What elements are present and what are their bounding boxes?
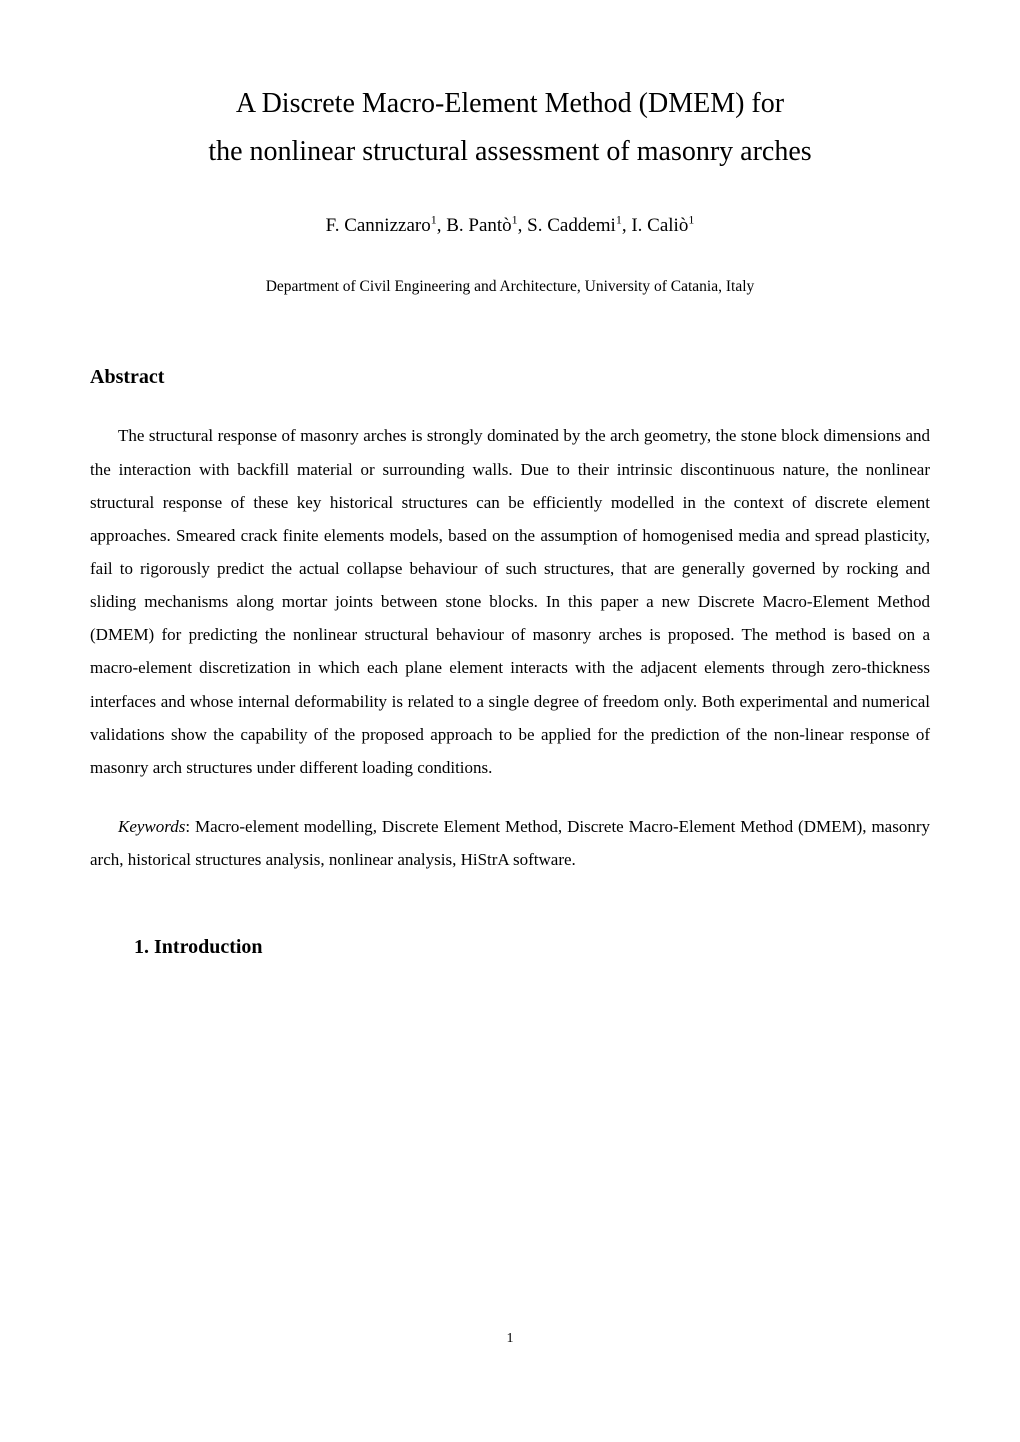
author-1: F. Cannizzaro — [326, 215, 431, 236]
section-number: 1. — [134, 936, 149, 958]
author-sep-3: , — [622, 215, 632, 236]
title-line-1: A Discrete Macro-Element Method (DMEM) f… — [236, 88, 784, 119]
section-heading: 1. Introduction — [134, 928, 930, 967]
author-sep-1: , — [437, 215, 447, 236]
keywords-text: : Macro-element modelling, Discrete Elem… — [90, 817, 930, 869]
section-title: Introduction — [154, 936, 263, 958]
authors-line: F. Cannizzaro1, B. Pantò1, S. Caddemi1, … — [90, 207, 930, 244]
affiliation: Department of Civil Engineering and Arch… — [90, 272, 930, 302]
abstract-body: The structural response of masonry arche… — [90, 419, 930, 784]
title-line-2: the nonlinear structural assessment of m… — [208, 136, 811, 167]
author-3: S. Caddemi — [527, 215, 616, 236]
author-2: B. Pantò — [446, 215, 511, 236]
paper-title: A Discrete Macro-Element Method (DMEM) f… — [90, 80, 930, 175]
keywords-paragraph: Keywords: Macro-element modelling, Discr… — [90, 810, 930, 876]
page-number: 1 — [90, 1325, 930, 1352]
author-4-sup: 1 — [688, 213, 694, 227]
abstract-text: The structural response of masonry arche… — [90, 426, 930, 776]
author-4: I. Caliò — [631, 215, 688, 236]
keywords-label: Keywords — [118, 817, 185, 836]
author-sep-2: , — [518, 215, 528, 236]
abstract-heading: Abstract — [90, 358, 930, 397]
